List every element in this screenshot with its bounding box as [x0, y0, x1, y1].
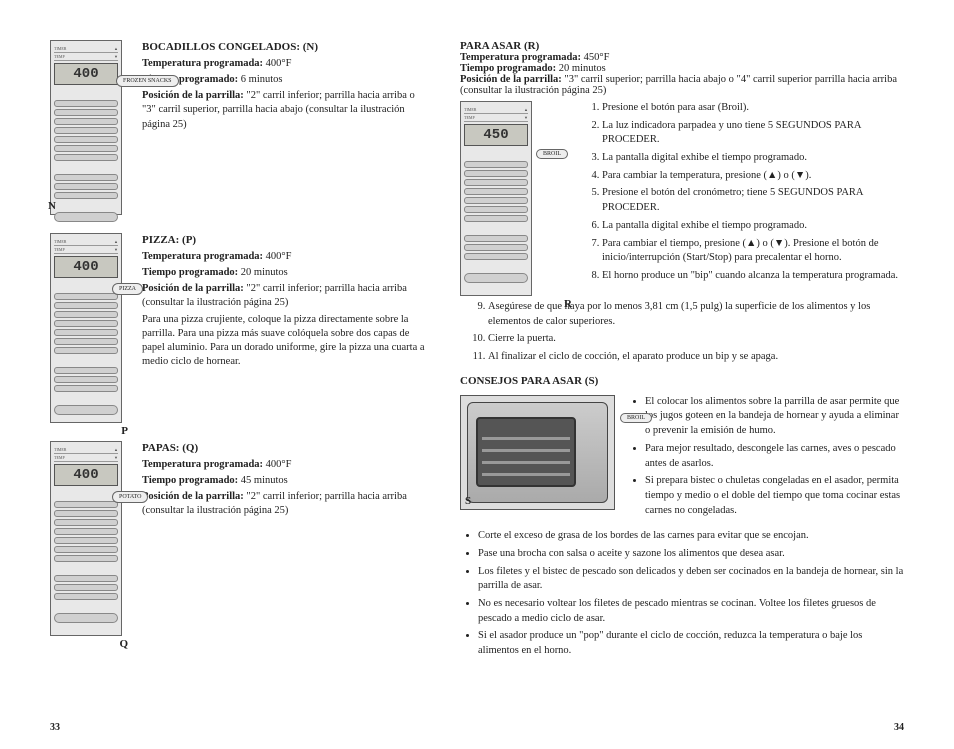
tips-a: El colocar los alimentos sobre la parril…	[627, 395, 904, 522]
tip-b-0: Corte el exceso de grasa de los bordes d…	[478, 529, 904, 544]
step-r-10: Cierre la puerta.	[488, 332, 904, 347]
callout-broil: BROIL	[536, 149, 568, 159]
time-val-n: 6 minutos	[241, 74, 283, 85]
temp-label-q: Temperatura programada:	[142, 459, 263, 470]
step-r-8: El horno produce un "bip" cuando alcanza…	[602, 269, 904, 284]
temp-val-p: 400°F	[266, 251, 292, 262]
temp-label-r: Temperatura programada:	[460, 52, 581, 63]
title-p: PIZZA: (P)	[142, 233, 430, 248]
tips-b: Corte el exceso de grasa de los bordes d…	[460, 529, 904, 659]
extra-p: Para una pizza crujiente, coloque la piz…	[142, 313, 430, 370]
step-r-1: Presione el botón para asar (Broil).	[602, 101, 904, 116]
left-column: TIMER▲TEMP▼ 400 N	[50, 40, 430, 724]
panel-letter-r: R	[564, 298, 572, 310]
oven-figure: S	[460, 395, 615, 510]
section-n-text: FROZEN SNACKS BOCADILLOS CONGELADOS: (N)…	[142, 40, 430, 215]
section-q-text: POTATO PAPAS: (Q) Temperatura programada…	[142, 441, 430, 636]
temp-val-n: 400°F	[266, 58, 292, 69]
title-r: PARA ASAR (R)	[460, 40, 904, 52]
temp-val-r: 450°F	[584, 52, 610, 63]
lcd-n: 400	[54, 63, 118, 85]
section-p: TIMER▲TEMP▼ 400 P	[50, 233, 430, 423]
tip-b-2: Los filetes y el bistec de pescado son d…	[478, 565, 904, 594]
temp-val-q: 400°F	[266, 459, 292, 470]
steps-r-b: Asegúrese de que haya por lo menos 3,81 …	[468, 300, 904, 365]
control-panel-r: TIMER▲TEMP▼ 450	[460, 101, 532, 296]
page-num-left: 33	[50, 722, 60, 733]
callout-frozen-snacks: FROZEN SNACKS	[116, 75, 179, 87]
pos-label-p: Posición de la parrilla:	[142, 283, 244, 294]
panel-r-wrap: TIMER▲TEMP▼ 450	[460, 101, 570, 296]
temp-label-n: Temperatura programada:	[142, 58, 263, 69]
panel-letter-p: P	[121, 425, 128, 437]
section-q: TIMER▲TEMP▼ 400 Q	[50, 441, 430, 636]
time-val-q: 45 minutos	[241, 475, 288, 486]
section-p-text: PIZZA PIZZA: (P) Temperatura programada:…	[142, 233, 430, 423]
step-r-2: La luz indicadora parpadea y uno tiene 5…	[602, 119, 904, 148]
callout-broil-s: BROIL	[620, 413, 652, 423]
time-label-q: Tiempo programado:	[142, 475, 238, 486]
page-num-right: 34	[894, 722, 904, 733]
right-column: PARA ASAR (R) Temperatura programada: 45…	[460, 40, 904, 724]
section-r: PARA ASAR (R) Temperatura programada: 45…	[460, 40, 904, 365]
section-n: TIMER▲TEMP▼ 400 N	[50, 40, 430, 215]
callout-pizza: PIZZA	[112, 283, 143, 295]
tip-a-2: Si prepara bistec o chuletas congeladas …	[645, 474, 904, 518]
panel-q-wrap: TIMER▲TEMP▼ 400 Q	[50, 441, 130, 636]
tip-a-0: El colocar los alimentos sobre la parril…	[645, 395, 904, 439]
oven-letter-s: S	[465, 495, 471, 507]
lcd-p: 400	[54, 256, 118, 278]
oven-wrap: S BROIL	[460, 395, 615, 522]
step-r-6: La pantalla digital exhibe el tiempo pro…	[602, 219, 904, 234]
temp-label-p: Temperatura programada:	[142, 251, 263, 262]
consejos-title: CONSEJOS PARA ASAR (S)	[460, 375, 904, 387]
panel-p-wrap: TIMER▲TEMP▼ 400 P	[50, 233, 130, 423]
panel-letter-q: Q	[119, 638, 128, 650]
time-label-r: Tiempo programado:	[460, 63, 556, 74]
tip-b-1: Pase una brocha con salsa o aceite y saz…	[478, 547, 904, 562]
step-r-5: Presione el botón del cronómetro; tiene …	[602, 186, 904, 215]
control-panel-p: TIMER▲TEMP▼ 400	[50, 233, 122, 423]
step-r-7: Para cambiar el tiempo, presione (▲) o (…	[602, 237, 904, 266]
step-r-11: Al finalizar el ciclo de cocción, el apa…	[488, 350, 904, 365]
callout-potato: POTATO	[112, 491, 148, 503]
lcd-q: 400	[54, 464, 118, 486]
step-r-4: Para cambiar la temperatura, presione (▲…	[602, 169, 904, 184]
panel-letter-n: N	[48, 200, 128, 212]
pos-label-n: Posición de la parrilla:	[142, 90, 244, 101]
control-panel-n: TIMER▲TEMP▼ 400	[50, 40, 122, 215]
pos-label-r: Posición de la parrilla:	[460, 74, 562, 85]
time-label-p: Tiempo programado:	[142, 267, 238, 278]
tip-b-4: Si el asador produce un "pop" durante el…	[478, 629, 904, 658]
time-val-p: 20 minutos	[241, 267, 288, 278]
page-container: TIMER▲TEMP▼ 400 N	[0, 0, 954, 749]
title-n: BOCADILLOS CONGELADOS: (N)	[142, 40, 430, 55]
panel-n-wrap: TIMER▲TEMP▼ 400 N	[50, 40, 130, 215]
row-r: TIMER▲TEMP▼ 450	[460, 101, 904, 296]
lcd-r: 450	[464, 124, 528, 146]
tip-a-1: Para mejor resultado, descongele las car…	[645, 442, 904, 471]
tip-b-3: No es necesario voltear los filetes de p…	[478, 597, 904, 626]
tips-wrap: S BROIL El colocar los alimentos sobre l…	[460, 395, 904, 522]
steps-r-a: Presione el botón para asar (Broil). La l…	[582, 101, 904, 296]
time-val-r: 20 minutos	[559, 63, 606, 74]
control-panel-q: TIMER▲TEMP▼ 400	[50, 441, 122, 636]
title-q: PAPAS: (Q)	[142, 441, 430, 456]
step-r-9: Asegúrese de que haya por lo menos 3,81 …	[488, 300, 904, 329]
step-r-3: La pantalla digital exhibe el tiempo pro…	[602, 151, 904, 166]
pos-label-q: Posición de la parrilla:	[142, 491, 244, 502]
